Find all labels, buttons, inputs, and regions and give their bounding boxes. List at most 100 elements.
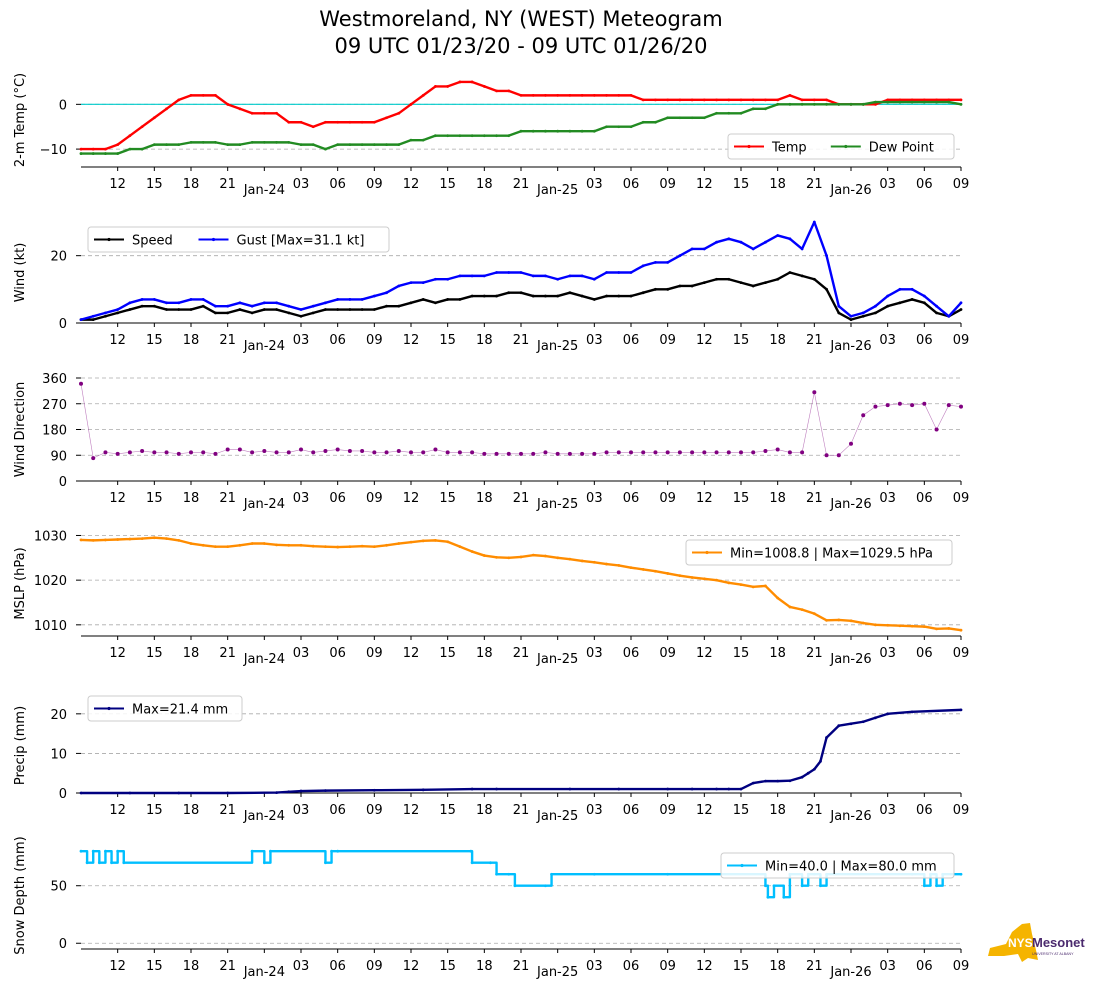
wind_direction-point: [959, 404, 963, 409]
wind_speed-point: [104, 314, 107, 318]
wind_speed-point: [629, 271, 633, 274]
temperature-point: [348, 143, 352, 147]
temperature-xtick-label: 09: [659, 177, 676, 192]
snow_depth-point: [269, 849, 272, 853]
wind_speed-point: [727, 237, 731, 241]
wind_direction-point: [922, 401, 927, 406]
pressure-date-label: Jan-25: [536, 652, 578, 667]
temperature-point: [152, 143, 156, 147]
precipitation-point: [806, 771, 810, 775]
precipitation-point: [421, 788, 425, 792]
snow_depth-xtick-label: 06: [916, 959, 933, 974]
pressure-date-label: Jan-24: [243, 652, 285, 667]
snow_depth-xtick-label: 21: [513, 959, 530, 974]
precipitation-point: [715, 787, 718, 791]
temperature-point: [311, 143, 315, 147]
pressure-point: [495, 555, 498, 559]
temperature-date-label: Jan-26: [829, 183, 871, 198]
pressure-point: [116, 538, 120, 541]
precipitation-xtick-label: 21: [806, 803, 823, 818]
temperature-point: [702, 116, 706, 120]
pressure-point: [104, 538, 107, 542]
pressure-xtick-label: 21: [513, 646, 530, 661]
wind_speed-point: [495, 271, 498, 274]
pressure-point: [79, 538, 83, 542]
temperature-point: [201, 140, 205, 144]
temperature-point: [886, 100, 890, 104]
wind_speed-point: [372, 294, 376, 298]
precipitation-date-label: Jan-25: [536, 809, 578, 824]
precipitation-point: [788, 779, 792, 783]
temperature-point: [421, 93, 425, 97]
wind_speed-xtick-label: 12: [403, 333, 420, 348]
wind_speed-point: [201, 304, 205, 308]
snow_depth-xtick-label: 15: [733, 959, 750, 974]
pressure-point: [385, 543, 388, 547]
wind_direction-point: [103, 450, 108, 455]
wind_direction-point: [946, 403, 951, 408]
pressure-point: [189, 542, 193, 545]
temperature-point: [458, 134, 462, 138]
precipitation-point: [226, 791, 230, 795]
snow_depth-xtick-label: 09: [953, 959, 970, 974]
snow_depth-point: [324, 861, 327, 865]
wind_direction-point: [201, 450, 206, 455]
wind_speed-point: [238, 308, 242, 311]
temperature-point: [275, 111, 278, 115]
precipitation-point: [287, 790, 291, 794]
wind_speed-legend: [87, 226, 390, 253]
pressure-xtick-label: 09: [366, 646, 383, 661]
temperature-point: [495, 134, 498, 138]
wind_direction-xtick-label: 18: [183, 491, 200, 506]
wind_direction-point: [702, 450, 707, 455]
wind_speed-point: [360, 298, 364, 301]
wind_speed-point: [446, 298, 450, 301]
temperature-point: [922, 100, 926, 104]
pressure-point: [446, 540, 450, 544]
wind_speed-point: [861, 314, 865, 318]
wind_speed-point: [262, 308, 266, 311]
temperature-point: [654, 120, 657, 124]
snow_depth-date-label: Jan-25: [536, 965, 578, 980]
wind_speed-point: [434, 301, 437, 305]
precipitation-series-max: [81, 708, 962, 795]
pressure-panel: 1010 1020 1030 12 15 18 21 03 06 09 12 15 18 21 03 06 09…: [13, 529, 969, 667]
wind_speed-point: [800, 274, 804, 278]
wind_direction-point: [592, 451, 597, 456]
wind_direction-point: [665, 450, 670, 455]
precipitation-point: [470, 787, 474, 791]
snow_depth-point: [262, 861, 266, 865]
wind_direction-xtick-label: 18: [769, 491, 786, 506]
pressure-xtick-label: 18: [183, 646, 200, 661]
wind_direction-point: [274, 450, 279, 455]
wind_direction-point: [726, 450, 731, 455]
temperature-point: [336, 143, 340, 147]
temperature-point: [800, 102, 804, 106]
snow_depth-xtick-label: 21: [219, 959, 236, 974]
wind_speed-point: [592, 298, 596, 301]
temperature-point: [360, 120, 364, 124]
wind_speed-date-label: Jan-25: [536, 339, 578, 354]
wind_direction-point: [91, 456, 96, 461]
snow_depth-xtick-label: 06: [329, 959, 346, 974]
wind_speed-point: [458, 298, 462, 301]
temperature-point: [617, 93, 621, 97]
pressure-point: [727, 581, 731, 585]
pressure-point: [507, 556, 511, 560]
temperature-point: [556, 93, 560, 97]
precipitation-xtick-label: 09: [366, 803, 383, 818]
temperature-point: [874, 102, 877, 106]
wind_speed-point: [116, 308, 120, 311]
temperature-point: [544, 129, 547, 133]
pressure-point: [238, 543, 242, 547]
wind_speed-xtick-label: 09: [366, 333, 383, 348]
wind_direction-point: [127, 450, 132, 455]
pressure-ylabel: MSLP (hPa): [13, 547, 28, 619]
precipitation-xtick-label: 21: [219, 803, 236, 818]
temperature-point: [605, 125, 608, 129]
precipitation-point: [825, 736, 828, 739]
pressure-ytick-label: 1020: [34, 574, 67, 589]
temperature-point: [812, 98, 816, 102]
wind_direction-point: [897, 401, 902, 406]
pressure-ytick-label: 1030: [34, 529, 67, 544]
